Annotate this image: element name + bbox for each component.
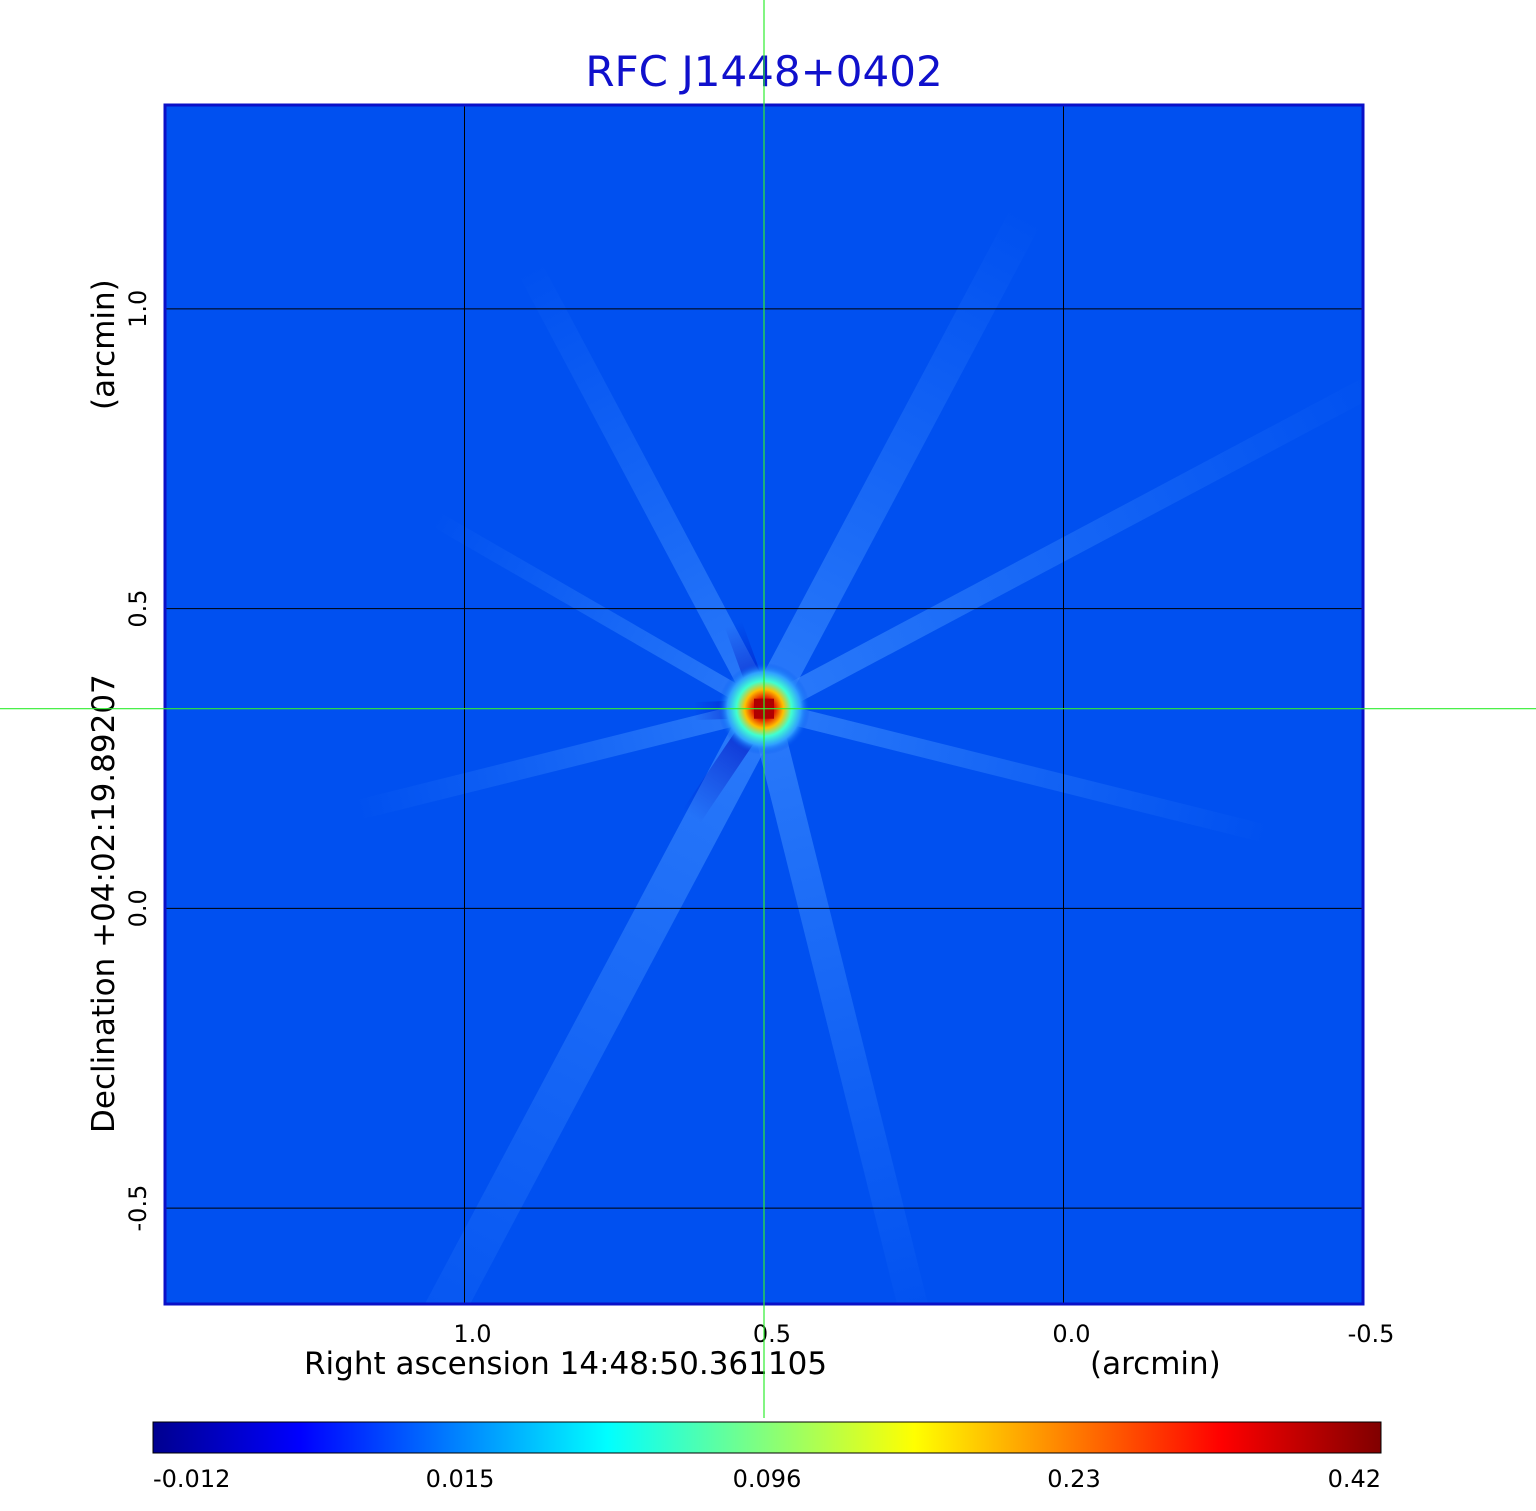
sidelobe-ray <box>761 699 1271 844</box>
y-tick-label: 0.5 <box>124 589 152 627</box>
sidelobe-ray <box>517 261 776 715</box>
colorbar-tick-label: 0.42 <box>1328 1465 1381 1493</box>
sidelobe-ray <box>748 206 1042 717</box>
colorbar-tick-label: 0.015 <box>426 1465 495 1493</box>
colorbar-tick-label: 0.096 <box>733 1465 802 1493</box>
x-tick-label: 0.0 <box>1052 1320 1090 1348</box>
y-tick-label: -0.5 <box>124 1185 152 1232</box>
sidelobe-ray <box>354 698 767 821</box>
colorbar-tick-label: -0.012 <box>153 1465 230 1493</box>
sidelobe-ray <box>361 699 782 1304</box>
sidelobe-ray <box>430 511 768 716</box>
y-axis-label: Declination +04:02:19.89207 <box>86 674 122 1133</box>
x-tick-label: 0.5 <box>753 1320 791 1348</box>
x-tick-label: 1.0 <box>453 1320 491 1348</box>
y-tick-label: 0.0 <box>124 889 152 927</box>
sidelobe-ray <box>749 705 936 1304</box>
colorbar-gradient <box>152 1421 1382 1454</box>
plot-area <box>163 103 1365 1306</box>
sidelobe-ray <box>758 370 1363 719</box>
x-axis-unit: (arcmin) <box>1090 1346 1221 1382</box>
x-tick-label: -0.5 <box>1348 1320 1395 1348</box>
colorbar-tick-label: 0.23 <box>1047 1465 1100 1493</box>
y-axis-unit: (arcmin) <box>86 279 122 410</box>
x-axis-label: Right ascension 14:48:50.361105 <box>304 1346 827 1382</box>
colorbar: -0.012 0.015 0.096 0.23 0.42 <box>152 1421 1382 1493</box>
y-tick-label: 1.0 <box>124 290 152 328</box>
